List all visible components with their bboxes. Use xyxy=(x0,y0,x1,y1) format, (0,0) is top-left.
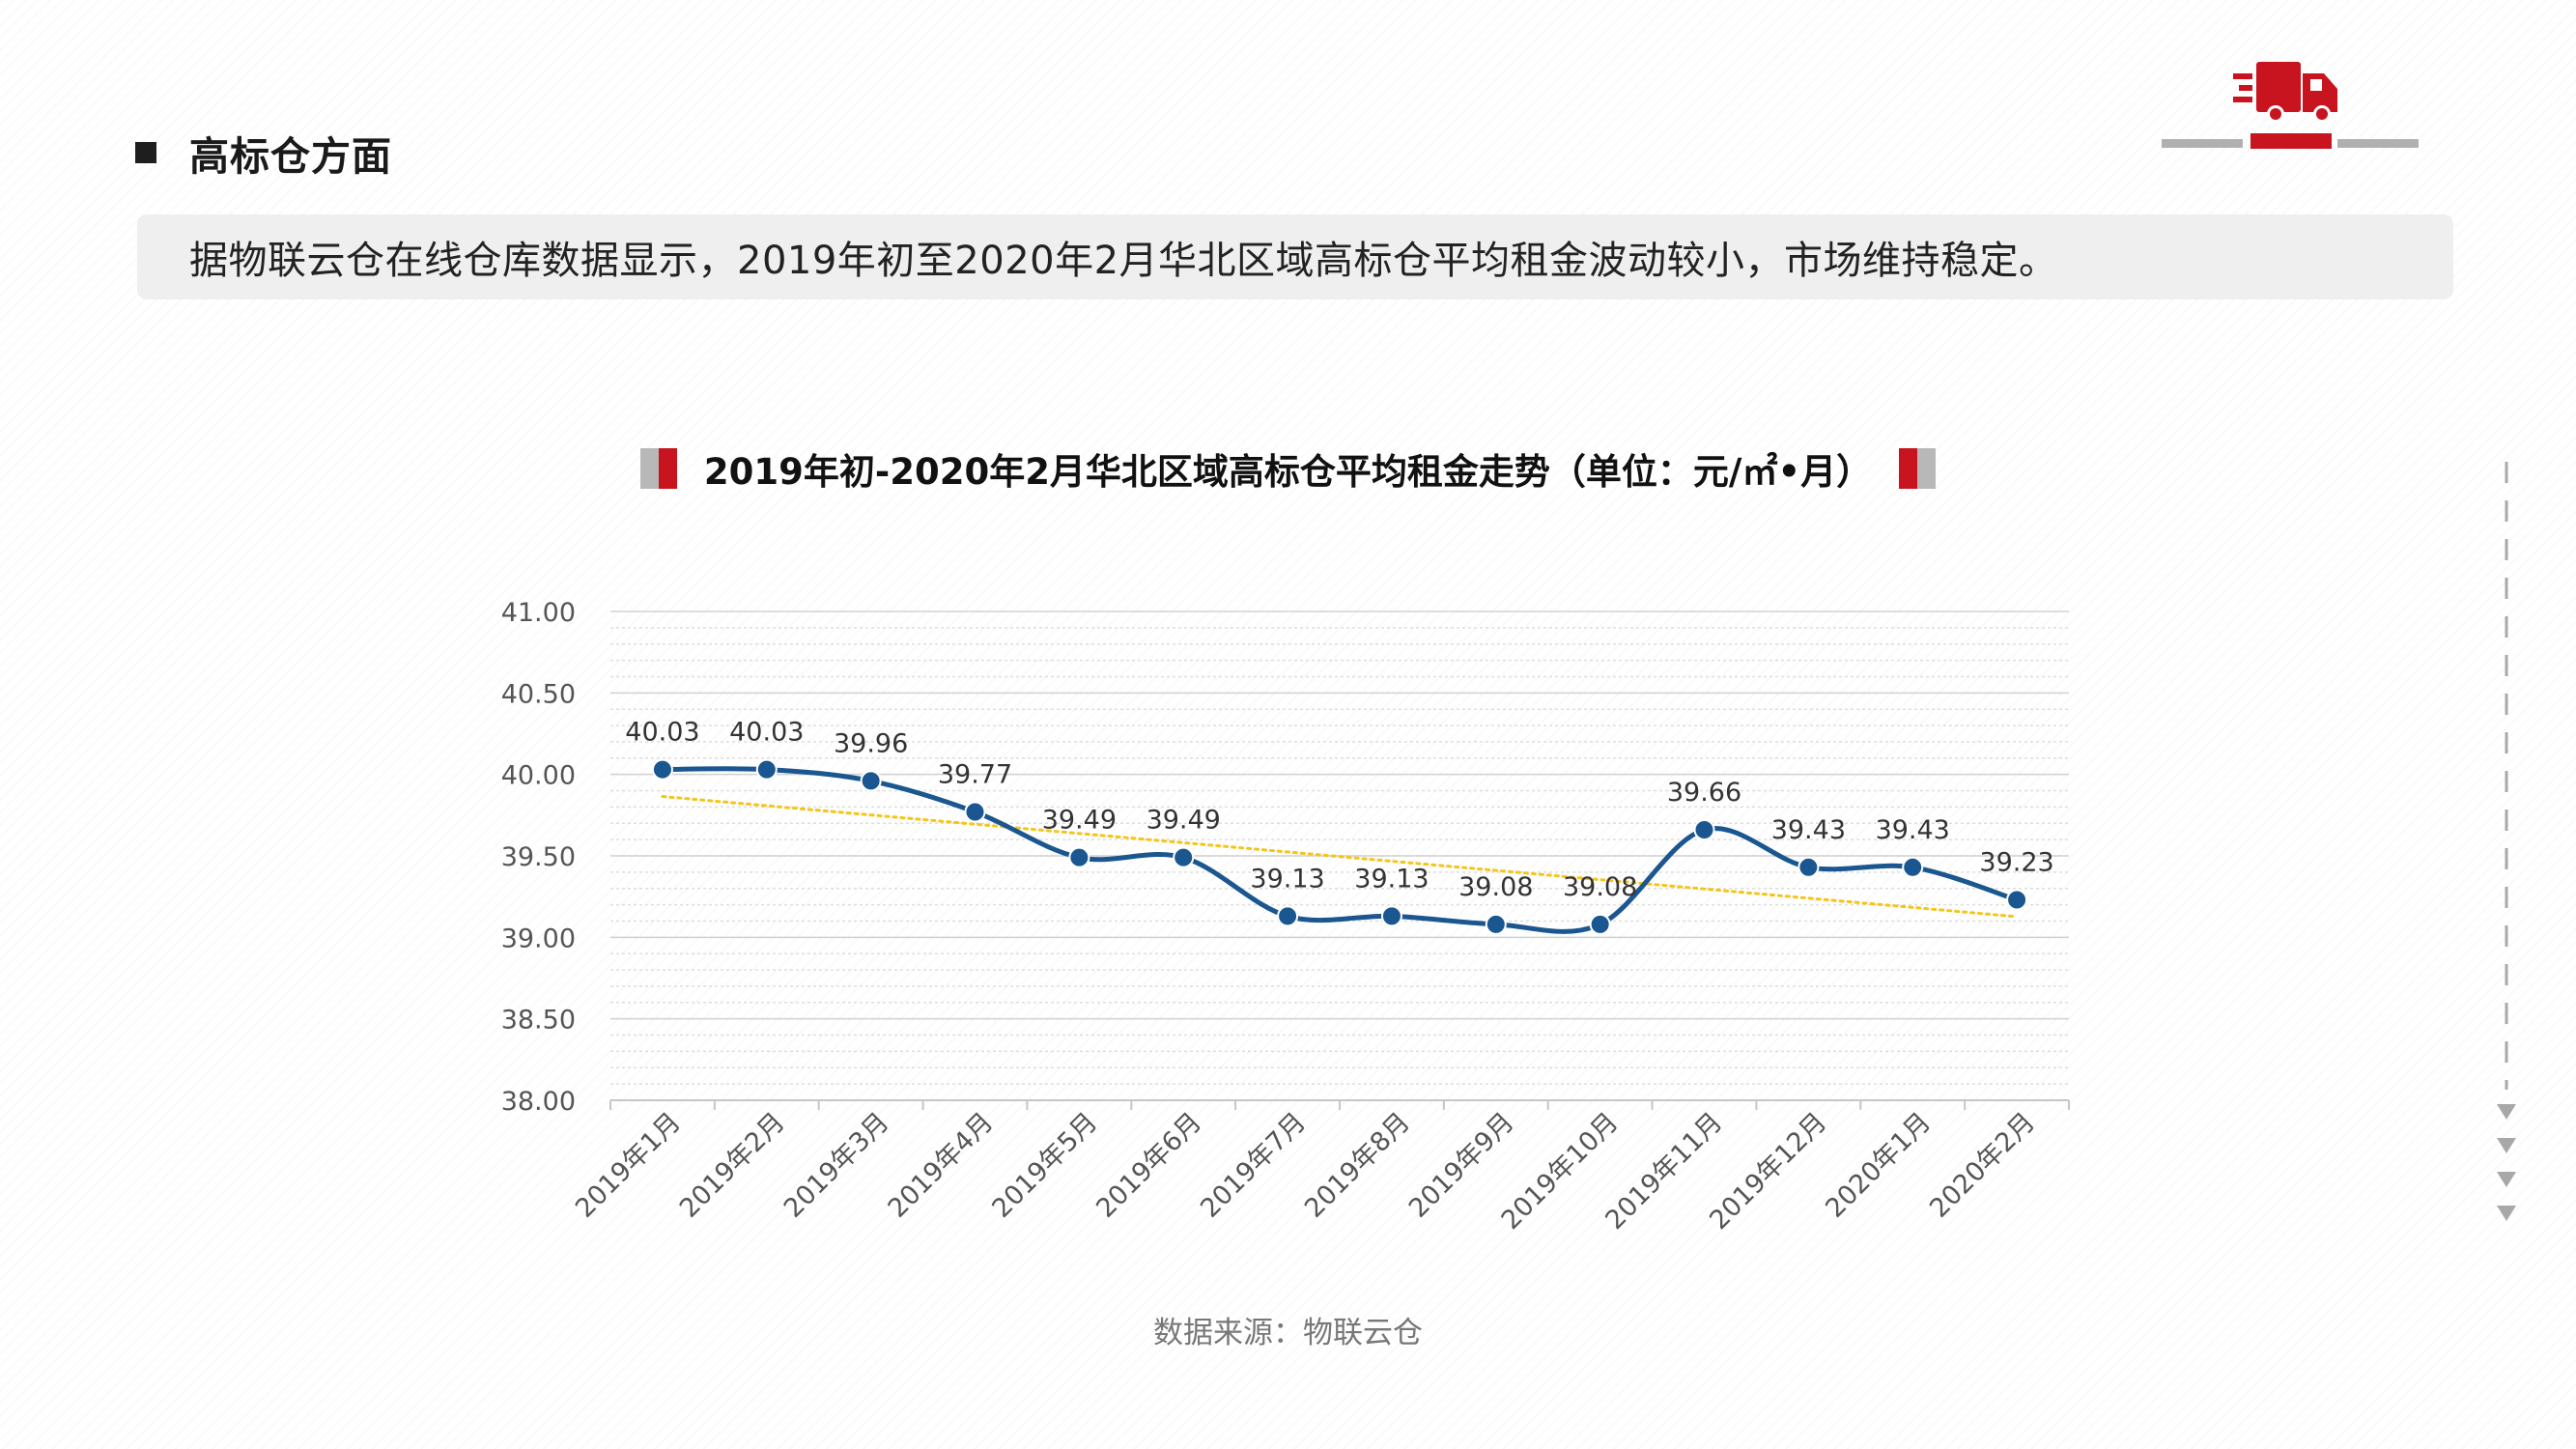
down-arrow-icon xyxy=(2497,1172,2516,1187)
x-tick-label: 2019年5月 xyxy=(986,1107,1103,1224)
series-line xyxy=(662,766,2018,934)
x-tick-label: 2019年2月 xyxy=(674,1107,791,1224)
data-point xyxy=(1589,913,1611,935)
data-point xyxy=(1277,905,1299,927)
section-title: 高标仓方面 xyxy=(189,133,392,180)
data-label: 39.96 xyxy=(834,728,908,758)
data-label: 39.43 xyxy=(1876,815,1950,845)
data-label: 39.13 xyxy=(1250,864,1324,894)
section-heading: 高标仓方面 xyxy=(135,124,392,182)
chart-title: 2019年初-2020年2月华北区域高标仓平均租金走势（单位：元/㎡•月） xyxy=(703,451,1873,493)
truck-icon xyxy=(2233,62,2337,123)
data-point xyxy=(860,770,882,792)
logo-bar-right xyxy=(2337,139,2419,148)
data-source: 数据来源：物联云仓 xyxy=(1153,1316,1423,1350)
data-label: 40.03 xyxy=(729,718,804,748)
logistics-logo xyxy=(2162,60,2419,153)
summary-box: 据物联云仓在线仓库数据显示，2019年初至2020年2月华北区域高标仓平均租金波… xyxy=(137,214,2453,299)
data-point xyxy=(2006,889,2028,911)
title-marker-right xyxy=(1899,448,1937,489)
y-tick-label: 39.50 xyxy=(501,842,576,872)
down-arrow-icon xyxy=(2497,1104,2516,1120)
y-tick-label: 38.50 xyxy=(501,1006,576,1036)
data-point xyxy=(964,801,986,823)
data-label: 39.66 xyxy=(1667,778,1741,808)
data-point xyxy=(755,758,778,781)
y-tick-label: 40.00 xyxy=(501,761,576,791)
down-arrow-icon xyxy=(2497,1206,2516,1221)
x-tick-label: 2019年6月 xyxy=(1090,1107,1207,1224)
data-point xyxy=(1380,905,1402,927)
data-point xyxy=(1173,846,1195,868)
summary-text: 据物联云仓在线仓库数据显示，2019年初至2020年2月华北区域高标仓平均租金波… xyxy=(189,239,2058,283)
data-label: 39.23 xyxy=(1979,848,2053,878)
data-label: 39.49 xyxy=(1146,806,1221,836)
data-point xyxy=(651,758,673,781)
data-point xyxy=(1693,819,1715,841)
trendline xyxy=(661,795,2019,919)
square-bullet-icon xyxy=(135,142,156,163)
y-tick-label: 40.50 xyxy=(501,679,576,709)
logo-bar-left xyxy=(2162,139,2243,148)
x-tick-label: 2019年4月 xyxy=(883,1107,1000,1224)
title-marker-left xyxy=(639,448,677,489)
y-tick-label: 41.00 xyxy=(501,598,576,628)
data-point xyxy=(1485,913,1507,935)
x-tick-label: 2020年1月 xyxy=(1820,1107,1937,1224)
chart-title-row: 2019年初-2020年2月华北区域高标仓平均租金走势（单位：元/㎡•月） xyxy=(0,442,2576,495)
logo-bar-mid xyxy=(2250,133,2332,149)
data-point xyxy=(1902,856,1924,878)
y-tick-label: 39.00 xyxy=(501,923,576,953)
scroll-down-indicator xyxy=(2497,462,2516,1221)
data-label: 39.43 xyxy=(1771,815,1846,845)
y-tick-label: 38.00 xyxy=(501,1087,576,1117)
data-point xyxy=(1798,856,1820,878)
data-label: 40.03 xyxy=(625,718,699,748)
x-tick-label: 2019年7月 xyxy=(1195,1107,1312,1224)
x-tick-label: 2019年3月 xyxy=(778,1107,895,1224)
data-label: 39.49 xyxy=(1042,806,1117,836)
data-point xyxy=(1068,846,1090,868)
data-label: 39.13 xyxy=(1354,864,1429,894)
data-label: 39.08 xyxy=(1458,872,1533,902)
x-tick-label: 2020年2月 xyxy=(1924,1107,2041,1224)
x-tick-label: 2019年1月 xyxy=(570,1107,687,1224)
down-arrow-icon xyxy=(2497,1138,2516,1153)
data-label: 39.77 xyxy=(938,759,1012,789)
data-label: 39.08 xyxy=(1563,872,1637,902)
x-tick-label: 2019年8月 xyxy=(1299,1107,1416,1224)
